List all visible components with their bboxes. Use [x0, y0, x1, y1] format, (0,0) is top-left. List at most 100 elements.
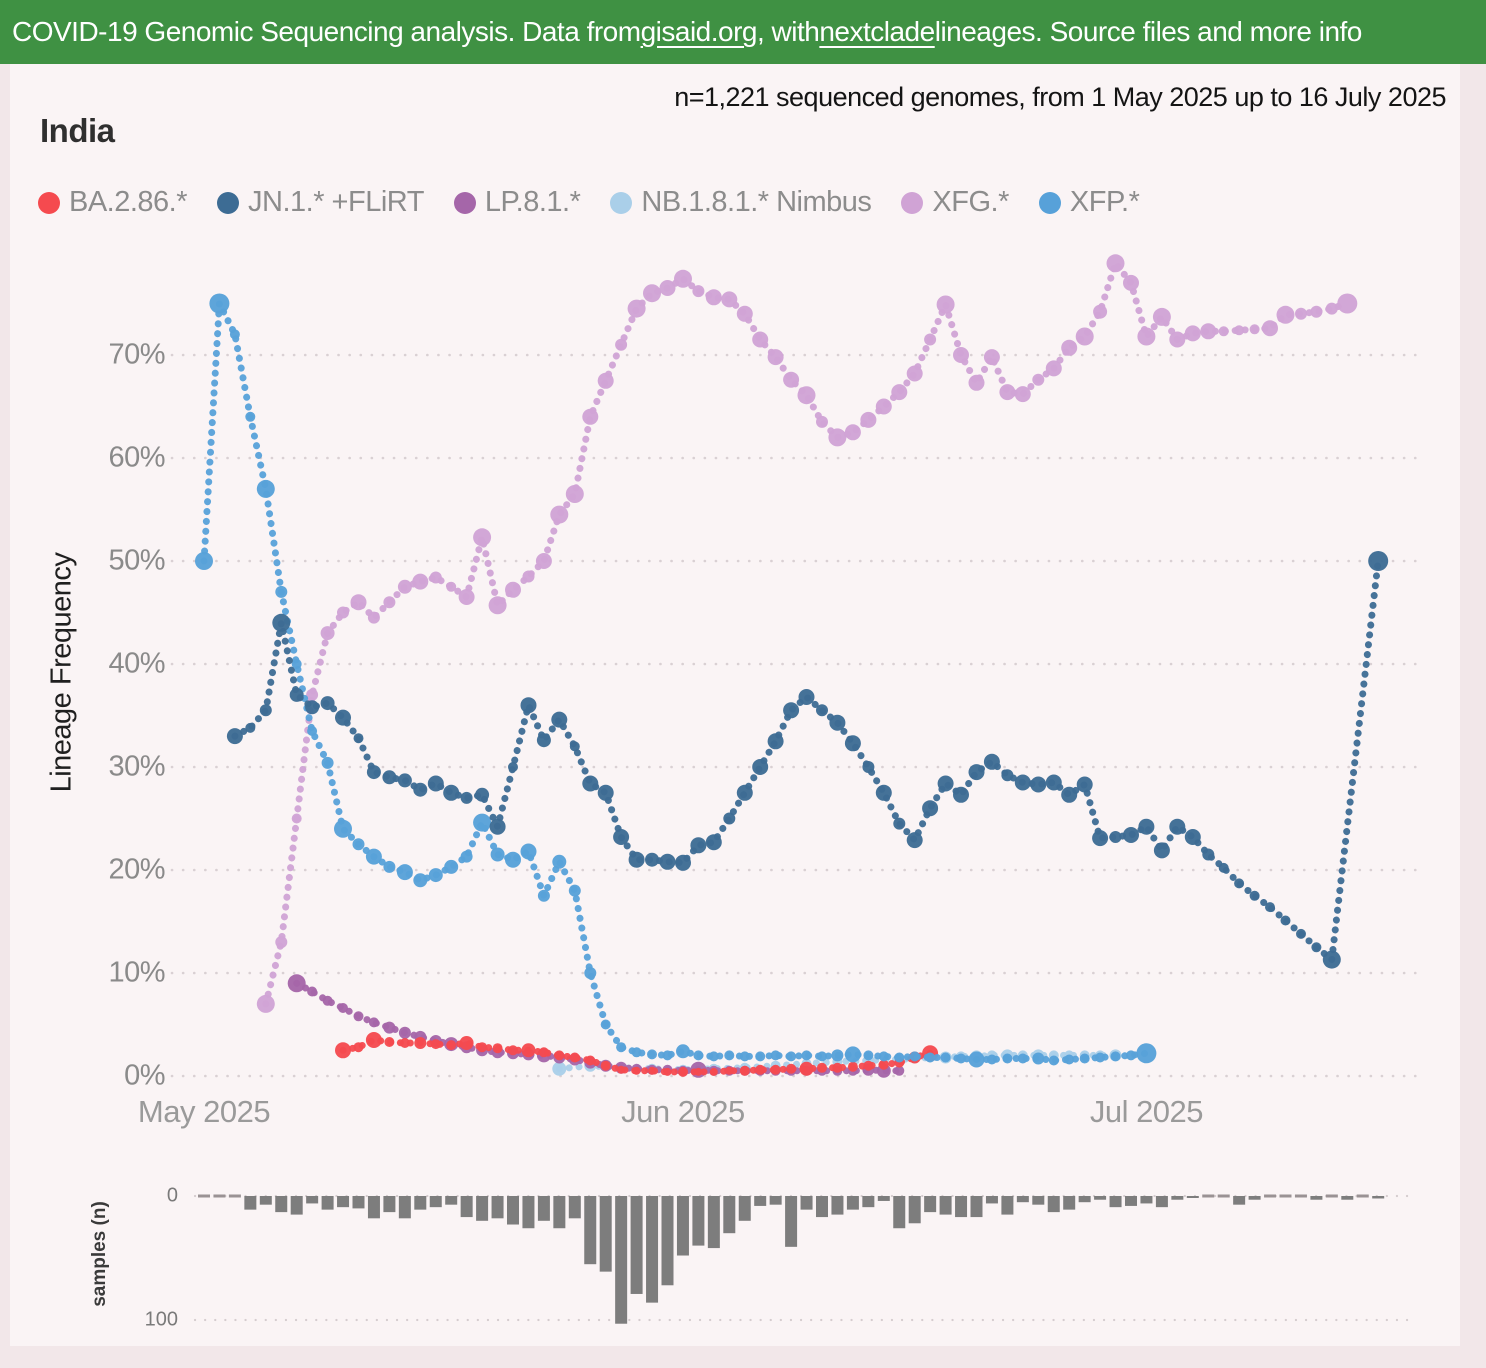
sample-bar: [352, 1196, 365, 1209]
data-point: [725, 1066, 734, 1075]
data-point: [565, 485, 584, 503]
data-point: [705, 289, 722, 306]
data-point: [1048, 1055, 1059, 1066]
data-point: [600, 1060, 611, 1071]
header-text-mid: , with: [756, 16, 820, 47]
data-point: [475, 787, 490, 802]
sample-bar: [831, 1196, 844, 1215]
data-point: [1061, 339, 1078, 356]
x-tick-label-jul-2025: Jul 2025: [1089, 1094, 1204, 1129]
data-point: [692, 285, 705, 298]
data-point: [321, 756, 334, 769]
data-point: [291, 813, 302, 824]
data-point: [399, 1038, 410, 1048]
y-tick-label-20%: 20%: [108, 853, 165, 886]
data-point: [245, 722, 256, 733]
data-point: [801, 1050, 812, 1061]
legend-dot-icon: [217, 191, 240, 214]
data-point: [582, 775, 599, 792]
sample-bar: [414, 1196, 427, 1210]
data-point: [554, 1050, 565, 1061]
legend-label: LP.8.1.*: [484, 186, 581, 218]
data-point: [1325, 302, 1338, 315]
sample-bar: [244, 1196, 257, 1210]
data-point: [968, 1051, 985, 1068]
data-point: [1249, 324, 1260, 335]
data-point: [597, 784, 614, 801]
sample-bar: [1047, 1196, 1060, 1213]
legend-dot-icon: [453, 191, 476, 214]
sample-bar-zero: [213, 1194, 226, 1198]
data-point: [1079, 1053, 1090, 1064]
legend-item-lp-8-1-[interactable]: LP.8.1.*: [453, 186, 581, 219]
data-point: [245, 411, 256, 422]
sample-bar: [507, 1196, 519, 1225]
data-point: [705, 834, 722, 851]
sample-bar: [1233, 1196, 1246, 1205]
data-point: [1368, 551, 1389, 571]
data-point: [275, 936, 288, 949]
sample-bar: [924, 1196, 937, 1213]
sample-bar: [707, 1196, 720, 1249]
data-point: [1184, 829, 1201, 845]
data-point: [863, 1050, 874, 1061]
sample-bar: [816, 1196, 828, 1218]
data-point: [708, 1051, 719, 1062]
sample-bar: [568, 1196, 581, 1219]
data-point: [1218, 326, 1229, 337]
data-point: [582, 408, 599, 425]
data-point: [334, 819, 352, 838]
data-point: [615, 338, 628, 351]
nextclade-link[interactable]: nextclade: [819, 16, 935, 47]
data-point: [786, 1063, 797, 1074]
data-point: [1234, 325, 1245, 336]
data-point: [798, 689, 815, 705]
data-point: [647, 1049, 657, 1060]
data-point: [272, 613, 291, 632]
data-point: [755, 1064, 766, 1075]
sample-bar: [723, 1196, 736, 1234]
sample-bar: [661, 1196, 674, 1286]
data-point: [844, 735, 861, 752]
sample-bar: [800, 1196, 813, 1210]
gisaid-link[interactable]: gisaid.org: [640, 16, 758, 47]
legend-item-nb-1-8-1-nimbus[interactable]: NB.1.8.1.* Nimbus: [610, 186, 872, 219]
sample-bar: [1186, 1196, 1199, 1198]
data-point: [983, 753, 1000, 770]
data-point: [275, 585, 288, 598]
y-tick-label-10%: 10%: [108, 956, 165, 989]
data-point: [366, 765, 381, 780]
data-point: [536, 733, 551, 748]
data-point: [767, 733, 784, 750]
sample-bar-zero: [1217, 1194, 1230, 1198]
sample-bar: [1001, 1196, 1014, 1215]
data-point: [1311, 942, 1322, 953]
data-point: [195, 552, 213, 570]
legend-label: NB.1.8.1.* Nimbus: [641, 186, 872, 218]
data-point: [936, 295, 955, 314]
legend-item-xfp-[interactable]: XFP.*: [1038, 186, 1140, 219]
sample-bar: [290, 1196, 303, 1215]
sample-bar: [445, 1196, 458, 1205]
legend-label: JN.1.* +FLiRT: [248, 186, 424, 218]
data-point: [1295, 307, 1307, 320]
data-point: [693, 1050, 704, 1061]
data-point: [305, 700, 320, 715]
data-point: [1169, 331, 1186, 348]
data-point: [663, 1067, 672, 1076]
data-point: [1093, 304, 1108, 319]
sample-bar-zero: [1279, 1194, 1292, 1198]
data-point: [829, 714, 846, 731]
series-line: [262, 255, 1351, 1008]
data-point: [335, 709, 351, 726]
legend-item-ba-2-86-[interactable]: BA.2.86.*: [38, 186, 188, 219]
series-xfg-: [256, 254, 1358, 1013]
legend-item-jn-1-flirt[interactable]: JN.1.* +FLiRT: [217, 186, 424, 219]
data-point: [739, 1051, 750, 1062]
sample-bar: [599, 1196, 612, 1272]
data-point: [832, 1062, 843, 1073]
data-point: [460, 850, 473, 863]
data-point: [551, 711, 568, 728]
data-point: [353, 1011, 364, 1022]
legend-item-xfg-[interactable]: XFG.*: [901, 186, 1009, 219]
